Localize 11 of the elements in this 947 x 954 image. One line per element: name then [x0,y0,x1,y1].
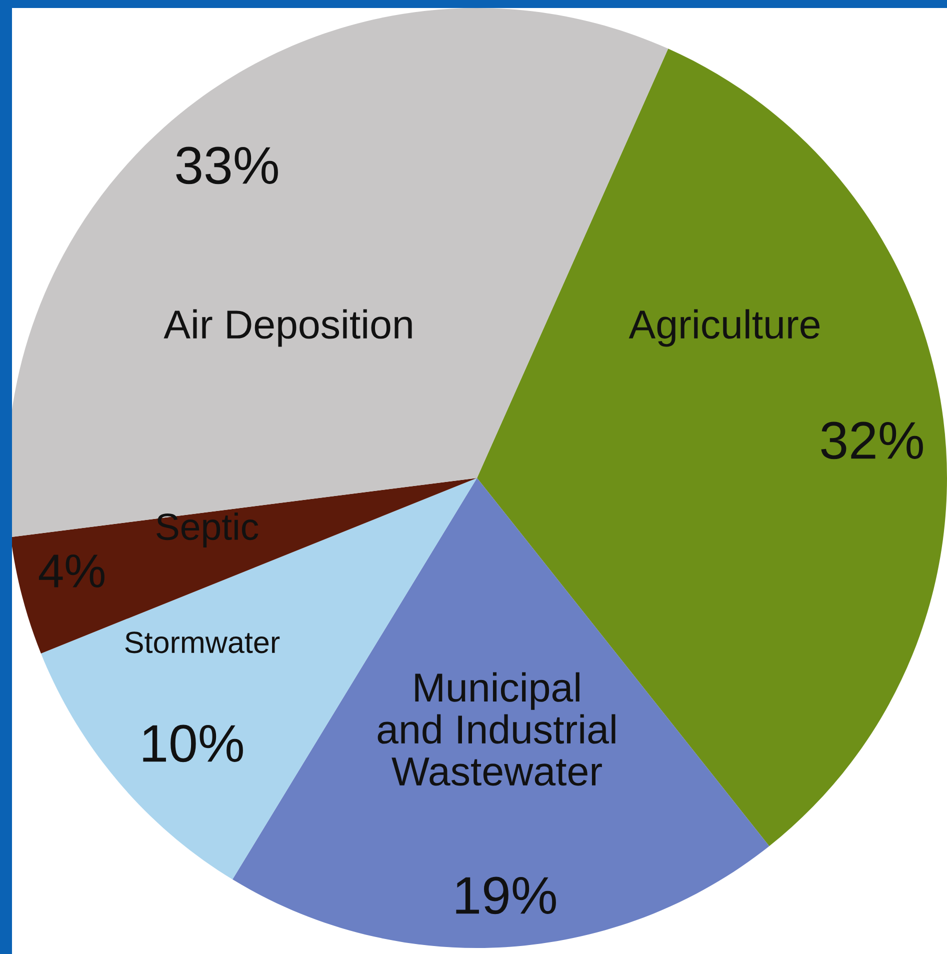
slice-label: Municipal and Industrial Wastewater [378,672,616,786]
data-label: 4% [38,554,104,588]
slice-label: Agriculture [628,309,820,347]
slice-label: Stormwater [125,632,280,654]
pie-slice [10,478,477,654]
slice-label: Air Deposition [164,309,412,347]
data-label: 33% [176,146,278,184]
data-label: 32% [821,422,923,460]
slice-label: Septic [156,512,258,548]
data-label: 10% [143,724,243,762]
data-label: 19% [456,876,556,914]
